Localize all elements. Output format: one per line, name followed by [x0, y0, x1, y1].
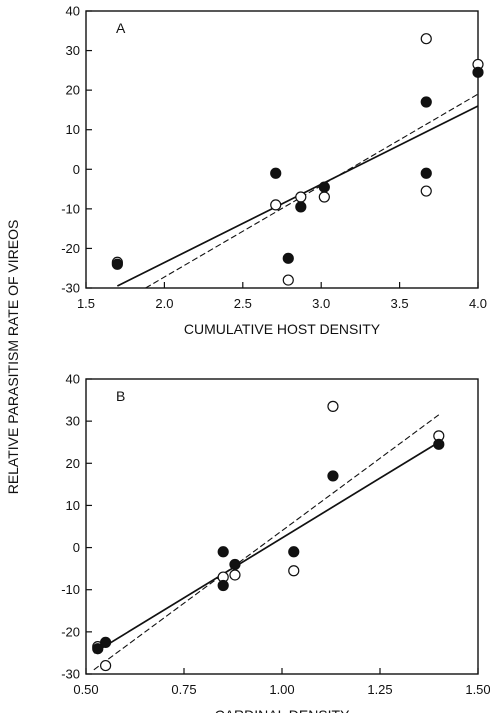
- panel-a-x-axis-label: CUMULATIVE HOST DENSITY: [184, 321, 381, 337]
- panel-b-filled-point: [217, 546, 229, 558]
- shared-y-axis-label: RELATIVE PARASITISM RATE OF VIREOS: [5, 220, 21, 495]
- panel-b-y-tick-label: 10: [66, 498, 80, 513]
- panel-a-x-tick-label: 4.0: [469, 296, 487, 311]
- panel-a-y-tick-label: 20: [66, 83, 80, 98]
- panel-b-plot-frame: [85, 378, 479, 675]
- panel-b: -30 -20 -10 0 10 20 30 40 0.50 0.75 1.00 1.25 1.50 CA…: [61, 372, 490, 713]
- panel-b-open-point: [229, 569, 241, 581]
- panel-b-filled-point: [433, 438, 445, 450]
- panel-a-y-tick-label: 10: [66, 122, 80, 137]
- panel-b-x-tick-label: 1.25: [367, 682, 392, 697]
- panel-a-filled-point: [318, 181, 330, 193]
- panel-b-filled-point: [92, 643, 104, 655]
- panel-b-y-tick-label: 40: [66, 372, 80, 387]
- panel-b-fit-line-solid: [93, 441, 440, 654]
- panel-a-filled-point: [282, 252, 294, 264]
- panel-a-open-point: [318, 191, 330, 203]
- panel-a-filled-point: [420, 167, 432, 179]
- panel-b-x-tick-label: 1.50: [465, 682, 490, 697]
- panel-a-x-tick-label: 2.0: [155, 296, 173, 311]
- panel-a-y-tick-label: -20: [61, 241, 80, 256]
- panel-b-letter: B: [116, 388, 125, 404]
- panel-b-x-tick-label: 1.00: [269, 682, 294, 697]
- panel-a-filled-point: [295, 201, 307, 213]
- panel-a-fit-line-dashed: [145, 93, 479, 289]
- panel-b-open-point: [288, 565, 300, 577]
- panel-b-fit-line-dashed: [93, 414, 440, 671]
- panel-b-y-tick-label: 30: [66, 414, 80, 429]
- panel-b-x-axis-label: CARDINAL DENSITY: [215, 707, 351, 713]
- panel-b-filled-point: [229, 558, 241, 571]
- panel-a-y-tick-label: 30: [66, 43, 80, 58]
- panel-b-filled-point: [327, 470, 339, 482]
- panel-b-filled-point: [217, 579, 229, 592]
- panel-b-filled-point: [288, 546, 300, 558]
- panel-a-x-tick-label: 3.0: [312, 296, 330, 311]
- panel-a-filled-point: [472, 66, 484, 78]
- panel-a-open-point: [420, 185, 432, 197]
- panel-a-filled-point: [270, 167, 282, 179]
- panel-a-letter: A: [116, 20, 126, 36]
- panel-a: -30 -20 -10 0 10 20 30 40 1.5 2.0 2.5 3.0 3.5 4.0 CUMU…: [61, 4, 487, 338]
- panel-a-x-tick-label: 3.5: [391, 296, 409, 311]
- panel-a-y-tick-label: 40: [66, 4, 80, 19]
- panel-a-x-tick-label: 2.5: [234, 296, 252, 311]
- panel-a-filled-point: [420, 96, 432, 108]
- panel-b-y-tick-label: 20: [66, 456, 80, 471]
- panel-a-y-tick-label: -10: [61, 201, 80, 216]
- panel-b-y-tick-label: -10: [61, 582, 80, 597]
- panel-a-plot-frame: [85, 10, 479, 289]
- panel-a-open-point: [282, 274, 294, 286]
- panel-b-x-tick-label: 0.75: [171, 682, 196, 697]
- panel-b-y-tick-label: -30: [61, 667, 80, 682]
- panel-a-y-tick-label: -30: [61, 281, 80, 296]
- panel-b-open-point: [327, 400, 339, 412]
- panel-b-filled-point: [99, 636, 112, 648]
- panel-b-x-tick-label: 0.50: [73, 682, 98, 697]
- panel-b-y-tick-label: -20: [61, 624, 80, 639]
- panel-a-filled-point: [111, 258, 123, 270]
- panel-a-open-point: [270, 199, 282, 211]
- panel-a-open-point: [420, 33, 432, 45]
- panel-a-y-tick-label: 0: [73, 162, 80, 177]
- panel-a-x-tick-label: 1.5: [77, 296, 95, 311]
- panel-b-open-point: [99, 659, 112, 672]
- panel-b-y-tick-label: 0: [73, 540, 80, 555]
- panel-a-open-point: [295, 191, 307, 203]
